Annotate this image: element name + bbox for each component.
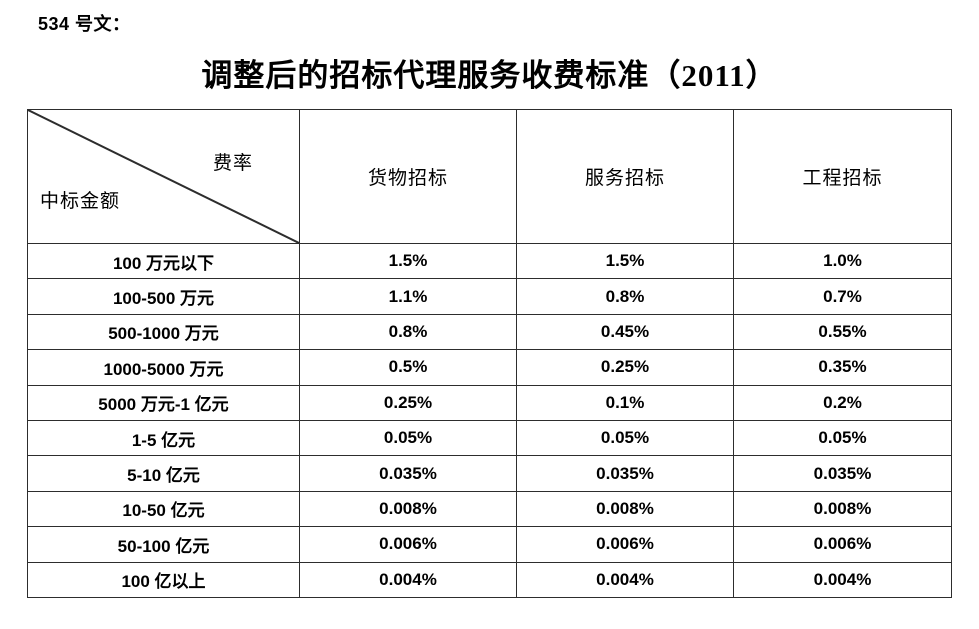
table-row: 500-1000 万元 0.8% 0.45% 0.55% [27, 313, 952, 351]
row-label-amount-tier: 5000 万元-1 亿元 [27, 384, 300, 421]
column-header-engineering-bidding: 工程招标 [733, 109, 952, 244]
fee-value-cell: 0.006% [733, 526, 952, 563]
row-label-amount-tier: 5-10 亿元 [27, 455, 300, 492]
corner-header-cell: 费率 中标金额 [27, 109, 300, 244]
row-label-amount-tier: 10-50 亿元 [27, 490, 300, 528]
fee-value-cell: 0.55% [733, 313, 952, 351]
fee-value-cell: 0.006% [516, 526, 734, 563]
fee-value-cell: 1.5% [299, 242, 517, 280]
fee-table: 费率 中标金额 货物招标 服务招标 工程招标 100 万元以下 1.5% 1.5% 1… [27, 109, 952, 599]
fee-value-cell: 0.5% [299, 349, 517, 386]
row-label-amount-tier: 500-1000 万元 [27, 313, 300, 351]
fee-value-cell: 0.8% [299, 313, 517, 351]
row-label-amount-tier: 100-500 万元 [27, 278, 300, 315]
table-row: 10-50 亿元 0.008% 0.008% 0.008% [27, 490, 952, 528]
column-header-goods-bidding: 货物招标 [299, 109, 517, 244]
corner-label-rate: 费率 [212, 153, 253, 174]
fee-value-cell: 0.25% [299, 384, 517, 421]
fee-value-cell: 0.25% [516, 349, 734, 386]
table-row: 50-100 亿元 0.006% 0.006% 0.006% [27, 526, 952, 563]
row-label-amount-tier: 1000-5000 万元 [27, 349, 300, 386]
header-row: 费率 中标金额 货物招标 服务招标 工程招标 [27, 109, 952, 244]
fee-value-cell: 0.035% [516, 455, 734, 492]
fee-value-cell: 1.1% [299, 278, 517, 315]
fee-value-cell: 0.008% [299, 490, 517, 528]
row-label-amount-tier: 1-5 亿元 [27, 419, 300, 457]
diagonal-divider-line [28, 110, 299, 243]
fee-value-cell: 0.05% [733, 419, 952, 457]
fee-value-cell: 0.35% [733, 349, 952, 386]
fee-value-cell: 0.7% [733, 278, 952, 315]
fee-value-cell: 0.006% [299, 526, 517, 563]
corner-label-amount: 中标金额 [40, 191, 121, 212]
fee-value-cell: 0.05% [516, 419, 734, 457]
row-label-amount-tier: 50-100 亿元 [27, 526, 300, 563]
column-header-service-bidding: 服务招标 [516, 109, 734, 244]
fee-value-cell: 0.8% [516, 278, 734, 315]
fee-value-cell: 1.0% [733, 242, 952, 280]
table-row: 5000 万元-1 亿元 0.25% 0.1% 0.2% [27, 384, 952, 421]
fee-value-cell: 0.004% [299, 561, 517, 599]
row-label-amount-tier: 100 万元以下 [27, 242, 300, 280]
table-row: 100-500 万元 1.1% 0.8% 0.7% [27, 278, 952, 315]
table-row: 1000-5000 万元 0.5% 0.25% 0.35% [27, 349, 952, 386]
fee-value-cell: 0.008% [733, 490, 952, 528]
doc-ref: 534 号文： [38, 14, 131, 34]
fee-value-cell: 0.035% [299, 455, 517, 492]
table-row: 5-10 亿元 0.035% 0.035% 0.035% [27, 455, 952, 492]
fee-value-cell: 0.035% [733, 455, 952, 492]
fee-value-cell: 0.004% [733, 561, 952, 599]
fee-value-cell: 1.5% [516, 242, 734, 280]
table-row: 100 万元以下 1.5% 1.5% 1.0% [27, 242, 952, 280]
page-title: 调整后的招标代理服务收费标准（2011） [201, 58, 778, 93]
table-row: 100 亿以上 0.004% 0.004% 0.004% [27, 561, 952, 599]
fee-value-cell: 0.05% [299, 419, 517, 457]
fee-value-cell: 0.2% [733, 384, 952, 421]
fee-value-cell: 0.008% [516, 490, 734, 528]
fee-value-cell: 0.004% [516, 561, 734, 599]
table-row: 1-5 亿元 0.05% 0.05% 0.05% [27, 419, 952, 457]
fee-value-cell: 0.45% [516, 313, 734, 351]
row-label-amount-tier: 100 亿以上 [27, 561, 300, 599]
fee-value-cell: 0.1% [516, 384, 734, 421]
